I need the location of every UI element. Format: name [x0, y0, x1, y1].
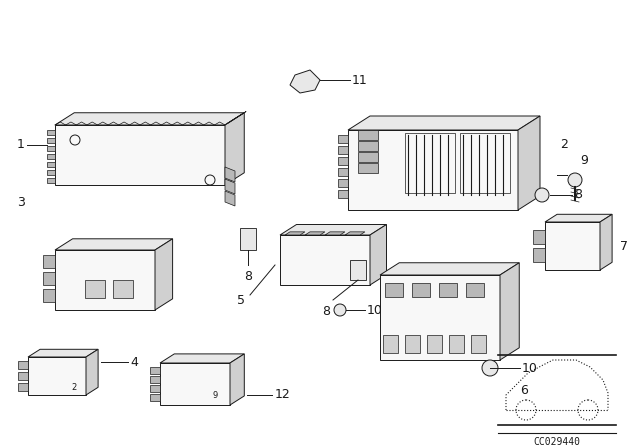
Circle shape [535, 188, 549, 202]
Circle shape [568, 173, 582, 187]
Bar [43, 289, 55, 302]
Bar [533, 248, 545, 262]
Polygon shape [358, 130, 378, 140]
Text: 4: 4 [130, 356, 138, 369]
Bar [385, 283, 403, 297]
Polygon shape [55, 125, 225, 185]
Bar [460, 133, 510, 193]
Polygon shape [55, 239, 173, 250]
Bar [150, 376, 160, 383]
Polygon shape [545, 214, 612, 222]
Polygon shape [338, 190, 348, 198]
Polygon shape [600, 214, 612, 270]
Bar [85, 280, 105, 298]
Polygon shape [225, 113, 244, 185]
Text: 8: 8 [244, 270, 252, 283]
Bar [405, 335, 420, 353]
Polygon shape [305, 232, 325, 235]
Text: 10: 10 [367, 303, 383, 316]
Polygon shape [370, 224, 387, 285]
Text: 12: 12 [275, 388, 290, 401]
Polygon shape [55, 250, 155, 310]
Polygon shape [155, 239, 173, 310]
Text: 7: 7 [620, 240, 628, 253]
Bar [18, 383, 28, 391]
Polygon shape [348, 116, 540, 130]
Text: 6: 6 [520, 383, 528, 396]
Bar [18, 361, 28, 369]
Bar [471, 335, 486, 353]
Polygon shape [338, 168, 348, 176]
Polygon shape [225, 167, 235, 182]
Bar [383, 335, 398, 353]
Polygon shape [47, 162, 55, 167]
Polygon shape [280, 224, 387, 235]
Polygon shape [225, 179, 235, 194]
Circle shape [482, 360, 498, 376]
Bar [405, 133, 455, 193]
Bar [43, 272, 55, 285]
Polygon shape [338, 157, 348, 165]
Polygon shape [47, 138, 55, 143]
Bar [113, 280, 133, 298]
Bar [439, 283, 457, 297]
Polygon shape [230, 354, 244, 405]
Bar [150, 394, 160, 401]
Polygon shape [47, 178, 55, 183]
Text: 2: 2 [72, 383, 77, 392]
Text: 5: 5 [237, 293, 245, 306]
Polygon shape [47, 170, 55, 175]
Polygon shape [358, 141, 378, 151]
Polygon shape [225, 191, 235, 206]
Polygon shape [55, 113, 244, 125]
Circle shape [334, 304, 346, 316]
Bar [150, 385, 160, 392]
Polygon shape [325, 232, 345, 235]
Polygon shape [160, 363, 230, 405]
Text: 9: 9 [212, 391, 218, 400]
Text: 9: 9 [580, 154, 588, 167]
Polygon shape [348, 130, 518, 210]
Bar [240, 228, 256, 250]
Polygon shape [28, 349, 98, 357]
Text: 10: 10 [522, 362, 538, 375]
Polygon shape [358, 152, 378, 162]
Polygon shape [285, 232, 305, 235]
Bar [18, 372, 28, 380]
Polygon shape [518, 116, 540, 210]
Polygon shape [160, 354, 244, 363]
Bar [466, 283, 484, 297]
Polygon shape [500, 263, 519, 360]
Bar [449, 335, 464, 353]
Polygon shape [545, 222, 600, 270]
Bar [412, 283, 430, 297]
Bar [43, 255, 55, 268]
Polygon shape [47, 154, 55, 159]
Text: 8: 8 [322, 305, 330, 318]
Bar [427, 335, 442, 353]
Polygon shape [380, 275, 500, 360]
Polygon shape [280, 235, 370, 285]
Text: 2: 2 [560, 138, 568, 151]
Polygon shape [358, 163, 378, 173]
Polygon shape [338, 179, 348, 187]
Text: 11: 11 [352, 73, 368, 86]
Text: 3: 3 [17, 197, 25, 210]
Text: 8: 8 [574, 189, 582, 202]
Polygon shape [86, 349, 98, 395]
Polygon shape [28, 357, 86, 395]
Polygon shape [47, 146, 55, 151]
Text: CC029440: CC029440 [534, 437, 580, 447]
Polygon shape [338, 146, 348, 154]
Polygon shape [290, 70, 320, 93]
Polygon shape [380, 263, 519, 275]
Bar [150, 367, 160, 374]
Text: 1: 1 [17, 138, 25, 151]
Bar [350, 260, 366, 280]
Polygon shape [47, 130, 55, 135]
Polygon shape [338, 135, 348, 143]
Bar [533, 230, 545, 244]
Polygon shape [345, 232, 365, 235]
